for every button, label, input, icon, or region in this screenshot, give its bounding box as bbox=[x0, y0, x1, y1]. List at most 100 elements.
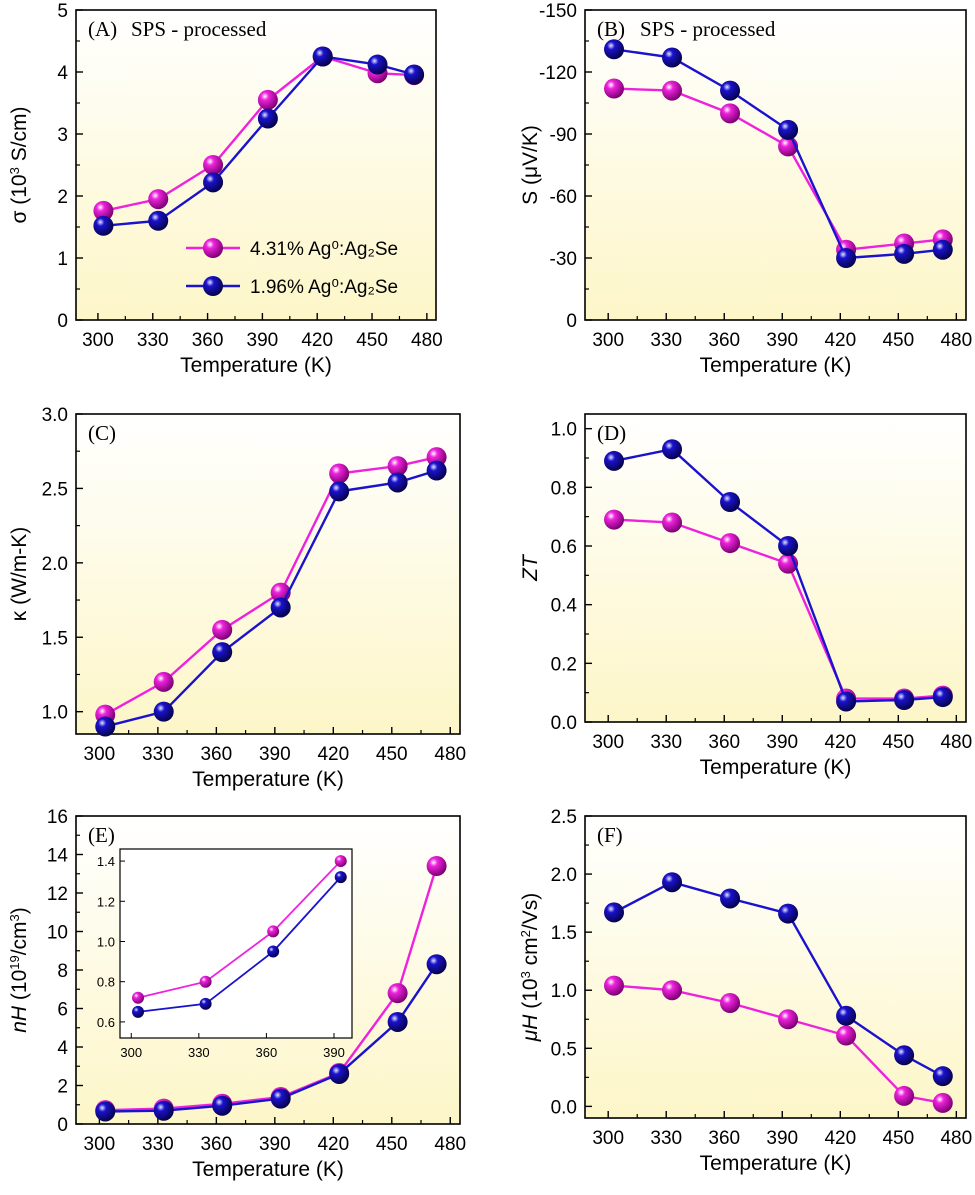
panel-E-series-1-point-3 bbox=[270, 1088, 291, 1109]
panel-E-ylabel: nH (1019/cm3) bbox=[7, 907, 32, 1033]
panel-B-series-0-point-0 bbox=[604, 78, 625, 99]
panel-C-series-1-point-3 bbox=[270, 597, 291, 618]
panel-F-series-0-point-2 bbox=[720, 993, 741, 1014]
panel-F-series-0-point-0 bbox=[604, 975, 625, 996]
panel-C: 300 330 360 390 420 450 480 1.0 1.5 2.0 2.5 3.0 Temp… bbox=[8, 405, 466, 791]
panel-E-series-1-point-5 bbox=[387, 1011, 408, 1032]
panel-E-inset-series-0-point-1 bbox=[199, 975, 212, 988]
panel-F-series-1-point-6 bbox=[932, 1066, 953, 1087]
panel-A-series-1-point-5 bbox=[367, 54, 388, 75]
panel-E-xtick-label: 300 bbox=[84, 1134, 116, 1155]
panel-D-ytick-label: 0.2 bbox=[551, 654, 577, 675]
panel-D-letter: (D) bbox=[597, 421, 626, 445]
panel-D-series-1-point-2 bbox=[720, 492, 741, 512]
panel-F-series-1-point-2 bbox=[720, 888, 741, 909]
panel-E-series-0-point-6 bbox=[426, 856, 447, 877]
panel-E-inset-ytick-label: 1.0 bbox=[97, 934, 115, 949]
panel-F-series-0-point-1 bbox=[662, 980, 683, 1001]
panel-E-series-1-point-0 bbox=[95, 1101, 116, 1122]
panel-E-inset-series-1-point-0 bbox=[132, 1005, 145, 1018]
panel-B-series-1-point-0 bbox=[604, 39, 625, 60]
panel-E-series-0-point-5 bbox=[387, 983, 408, 1004]
panel-E-ytick-label: 10 bbox=[47, 923, 68, 944]
panel-B-ytick-label: -60 bbox=[550, 187, 577, 208]
panel-D-ytick-label: 0.8 bbox=[551, 478, 577, 499]
panel-E-ytick-label: 4 bbox=[57, 1038, 68, 1059]
panel-C-xtick-label: 300 bbox=[84, 744, 116, 765]
panel-D-xtick-label: 450 bbox=[882, 732, 914, 753]
panel-D-ytick-label: 0.0 bbox=[551, 713, 577, 734]
panel-A-note: SPS - processed bbox=[131, 17, 267, 41]
panel-C-series-0-point-2 bbox=[212, 619, 233, 640]
panel-D-ytick-label: 1.0 bbox=[551, 420, 577, 441]
panel-F-ylabel: μH (103 cm2/Vs) bbox=[518, 893, 543, 1043]
panel-F-ytick-label: 2.0 bbox=[551, 865, 577, 886]
panel-E-xtick-label: 420 bbox=[317, 1134, 349, 1155]
panel-F-ytick-label: 0.0 bbox=[551, 1097, 577, 1118]
legend: 4.31% Ag⁰:Ag₂Se 1.96% Ag⁰:Ag₂Se bbox=[186, 238, 398, 298]
panel-C-xtick-label: 330 bbox=[142, 744, 174, 765]
panel-A-xtick-label: 360 bbox=[192, 330, 224, 351]
panel-B-series-1-point-6 bbox=[932, 239, 953, 260]
panel-E-inset-series-0-point-0 bbox=[132, 991, 145, 1004]
panel-E-xtick-label: 390 bbox=[259, 1134, 291, 1155]
panel-B-letter: (B) bbox=[597, 17, 625, 41]
panel-E-inset: 300 330 360 390 0.6 0.8 1.0 1.2 1.4 bbox=[97, 848, 353, 1060]
panel-B-series-1-point-5 bbox=[894, 243, 915, 264]
panel-E-inset-xtick-label: 390 bbox=[323, 1045, 345, 1060]
panel-C-xtick-label: 480 bbox=[434, 744, 466, 765]
panel-F-series-0-point-3 bbox=[778, 1009, 799, 1030]
panel-E-inset-xtick-label: 360 bbox=[256, 1045, 278, 1060]
panel-A-series-0-point-3 bbox=[257, 89, 278, 110]
panel-C-xlabel: Temperature (K) bbox=[192, 768, 344, 791]
panel-B-ytick-label: -90 bbox=[550, 125, 577, 146]
panel-A-ytick-label: 5 bbox=[57, 1, 68, 22]
panel-D-series-1-point-1 bbox=[662, 439, 683, 460]
panel-E-inset-area bbox=[119, 848, 353, 1039]
panel-A-series-0-point-2 bbox=[203, 155, 224, 175]
panel-C-xtick-label: 360 bbox=[200, 744, 232, 765]
panel-D-series-0-point-2 bbox=[720, 533, 741, 554]
panel-E-series-1-point-1 bbox=[153, 1100, 174, 1121]
panel-C-xtick-label: 390 bbox=[259, 744, 291, 765]
panel-C-series-1-point-6 bbox=[426, 460, 447, 481]
panel-B-ytick-label: -150 bbox=[539, 1, 577, 22]
panel-A-xtick-label: 390 bbox=[247, 330, 279, 351]
panel-E-ytick-label: 12 bbox=[47, 884, 68, 905]
panel-A-series-1-point-4 bbox=[312, 46, 333, 67]
panel-A-ytick-label: 0 bbox=[57, 311, 68, 332]
panel-E-ytick-label: 16 bbox=[47, 807, 68, 828]
panel-C-letter: (C) bbox=[88, 421, 116, 445]
panel-E-inset-xtick-label: 300 bbox=[120, 1045, 142, 1060]
panel-D-series-1-point-5 bbox=[894, 690, 915, 710]
panel-A-series-1-point-6 bbox=[404, 64, 425, 85]
panel-E: 300 330 360 390 420 450 480 0 2 4 6 8 10 12 14 16 Temper… bbox=[7, 807, 467, 1181]
legend-marker-1 bbox=[203, 276, 223, 296]
panel-B: 300 330 360 390 420 450 480 0 -30 -60 -90 -120 -150 T… bbox=[519, 1, 972, 377]
panel-E-inset-ytick-label: 1.2 bbox=[97, 894, 115, 909]
panel-B-series-0-point-1 bbox=[662, 80, 683, 101]
panel-D-series-1-point-0 bbox=[604, 450, 625, 471]
panel-A-xtick-label: 480 bbox=[411, 330, 443, 351]
panel-E-series-1-point-6 bbox=[426, 954, 447, 975]
panel-F: 300 330 360 390 420 450 480 0.0 0.5 1.0 1.5 2.0 2.5 T… bbox=[518, 807, 973, 1175]
panel-E-series-1-point-2 bbox=[212, 1095, 233, 1116]
panel-C-series-1-point-4 bbox=[329, 481, 350, 502]
panel-C-series-1-point-0 bbox=[95, 716, 116, 737]
panel-B-xtick-label: 480 bbox=[940, 330, 972, 351]
panel-F-series-1-point-5 bbox=[894, 1045, 915, 1066]
panel-B-ytick-label: 0 bbox=[566, 311, 577, 332]
panel-C-ytick-label: 3.0 bbox=[42, 405, 68, 426]
panel-F-series-1-point-3 bbox=[778, 903, 799, 924]
panel-C-xtick-label: 450 bbox=[376, 744, 408, 765]
panel-A-xtick-label: 450 bbox=[356, 330, 388, 351]
panel-F-xtick-label: 360 bbox=[708, 1128, 740, 1149]
panel-B-series-0-point-2 bbox=[720, 103, 741, 124]
panel-B-xtick-label: 300 bbox=[592, 330, 624, 351]
panel-E-inset-series-0-point-2 bbox=[267, 925, 280, 938]
panel-E-xtick-label: 360 bbox=[200, 1134, 232, 1155]
panel-F-ytick-label: 1.0 bbox=[551, 981, 577, 1002]
panel-A-ytick-label: 3 bbox=[57, 125, 68, 146]
panel-F-xlabel: Temperature (K) bbox=[700, 1152, 852, 1175]
panel-B-ylabel: S (μV/K) bbox=[519, 125, 542, 205]
